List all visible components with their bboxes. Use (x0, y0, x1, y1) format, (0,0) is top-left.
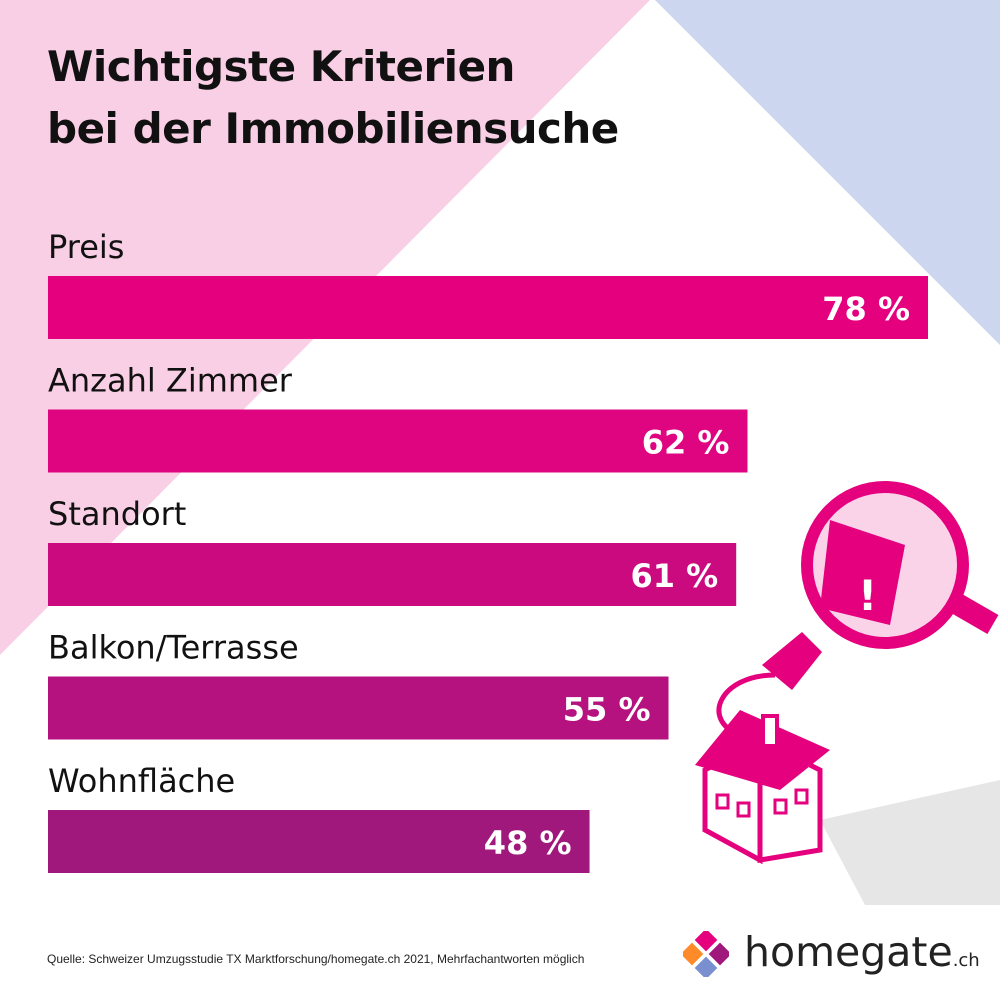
house-shadow (820, 780, 1000, 905)
value-label: 55 % (563, 691, 651, 729)
chart-title-line-1: Wichtigste Kriterien (47, 42, 515, 91)
category-label: Anzahl Zimmer (48, 362, 293, 400)
bar (48, 676, 669, 740)
brand-suffix: .ch (952, 950, 980, 971)
category-label: Standort (48, 495, 186, 533)
source-note: Quelle: Schweizer Umzugsstudie TX Marktf… (47, 952, 585, 966)
value-label: 48 % (484, 824, 572, 862)
magnifier-icon: ! (762, 481, 999, 690)
magnifier-house-illustration: ! (695, 481, 1000, 905)
category-label: Preis (48, 228, 124, 266)
value-label: 78 % (822, 290, 910, 328)
homegate-logo[interactable]: homegate.ch (744, 928, 980, 976)
brand-name: homegate (744, 928, 953, 976)
bar (48, 276, 928, 339)
bar (48, 810, 590, 873)
homegate-logo-icon (683, 931, 729, 977)
category-label: Balkon/Terrasse (48, 629, 299, 667)
chart-title-line-2: bei der Immobiliensuche (47, 104, 619, 153)
house-icon (695, 710, 830, 865)
category-label: Wohnfläche (48, 762, 235, 800)
blue-triangle (655, 0, 1000, 345)
svg-text:!: ! (858, 571, 877, 620)
value-label: 62 % (642, 424, 730, 462)
bar (48, 543, 737, 606)
value-label: 61 % (630, 557, 718, 595)
bar (48, 409, 748, 473)
